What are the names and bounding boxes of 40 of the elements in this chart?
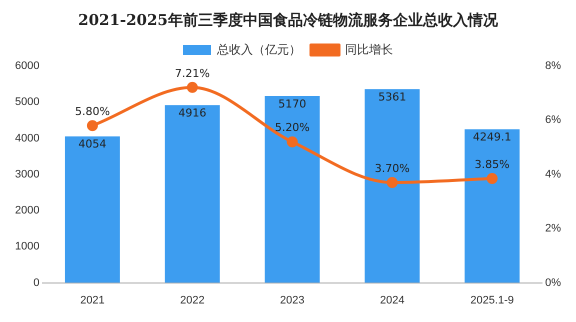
data-label: 5361 xyxy=(378,90,406,104)
x-tick-label: 2025.1-9 xyxy=(470,294,514,306)
y2-tick-label: 0% xyxy=(545,276,562,289)
bar xyxy=(264,96,320,283)
chart-title: 2021-2025年前三季度中国食品冷链物流服务企业总收入情况 xyxy=(78,10,499,29)
data-label: 5.20% xyxy=(274,121,310,134)
bar xyxy=(364,89,420,283)
data-label: 5170 xyxy=(278,97,306,110)
legend-label: 总收入（亿元） xyxy=(216,42,301,56)
legend-label: 同比增长 xyxy=(345,42,393,56)
point xyxy=(86,120,98,132)
y-tick-label: 2000 xyxy=(14,204,40,217)
y2-tick-label: 6% xyxy=(545,114,562,126)
point xyxy=(186,82,198,93)
y-tick-label: 4000 xyxy=(14,132,40,144)
y-tick-label: 1000 xyxy=(14,240,40,253)
x-tick-label: 2021 xyxy=(80,294,105,306)
y-tick-label: 0 xyxy=(33,276,40,289)
y2-tick-label: 2% xyxy=(545,222,562,235)
x-tick-label: 2024 xyxy=(380,294,404,306)
y2-tick-label: 4% xyxy=(545,168,562,180)
data-label: 3.85% xyxy=(474,158,510,171)
y-tick-label: 6000 xyxy=(14,60,40,72)
y-tick-label: 5000 xyxy=(14,96,40,108)
bar xyxy=(64,136,120,283)
y-tick-label: 3000 xyxy=(14,168,40,180)
data-label: 4054 xyxy=(78,138,106,151)
data-label: 4916 xyxy=(178,106,206,120)
point xyxy=(486,172,498,184)
bar xyxy=(164,105,220,283)
x-tick-label: 2023 xyxy=(280,294,305,306)
bar xyxy=(464,129,520,283)
point xyxy=(386,177,398,188)
y2-tick-label: 8% xyxy=(545,60,562,72)
point xyxy=(286,136,298,148)
data-label: 5.80% xyxy=(74,104,110,118)
data-label: 4249.1 xyxy=(472,130,512,144)
data-label: 3.70% xyxy=(374,162,410,175)
data-label: 7.21% xyxy=(174,66,210,80)
x-tick-label: 2022 xyxy=(180,294,205,306)
